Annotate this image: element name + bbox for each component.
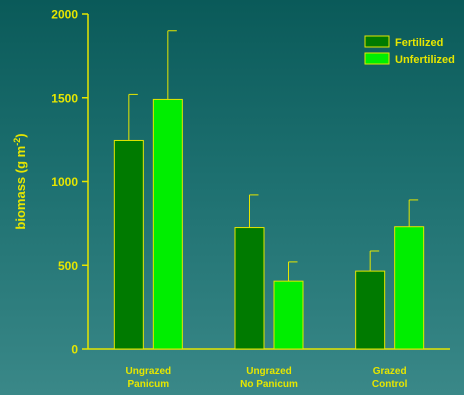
y-axis-title-suffix: ): [13, 133, 28, 137]
error-bars: [128, 30, 419, 282]
bar-fertilized-2: [355, 270, 386, 350]
y-tick-label: 2000: [51, 8, 78, 22]
y-tick-label: 500: [58, 259, 78, 273]
category-label-line1: Ungrazed: [246, 366, 292, 377]
y-axis: 0 500 1000 1500 2000: [51, 8, 89, 357]
category-labels: Ungrazed Panicum Ungrazed No Panicum Grazed C…: [126, 366, 408, 390]
category-label-line2: Panicum: [127, 379, 169, 390]
legend-label-unfertilized: Unfertilized: [395, 54, 455, 66]
y-axis-title-main: biomass (g m: [13, 146, 28, 230]
bar-fertilized-1: [234, 227, 265, 350]
category-label-line1: Grazed: [373, 366, 407, 377]
bars: [113, 98, 425, 350]
category-label-line2: No Panicum: [240, 379, 298, 390]
category-label-line1: Ungrazed: [126, 366, 172, 377]
legend-label-fertilized: Fertilized: [395, 37, 443, 49]
bar-unfertilized-1: [273, 280, 304, 350]
bar-fertilized-0: [113, 139, 144, 350]
y-tick-label: 1000: [51, 175, 78, 189]
legend: Fertilized Unfertilized: [364, 35, 455, 66]
bar-unfertilized-2: [394, 226, 425, 350]
bar-unfertilized-0: [152, 98, 183, 350]
y-axis-title: biomass (g m-2): [12, 133, 28, 229]
category-label-line2: Control: [372, 379, 408, 390]
y-axis-title-superscript: -2: [12, 138, 22, 146]
y-tick-label: 0: [71, 343, 78, 357]
legend-swatch-unfertilized: [364, 52, 390, 65]
y-tick-label: 1500: [51, 91, 78, 105]
legend-swatch-fertilized: [364, 35, 390, 48]
